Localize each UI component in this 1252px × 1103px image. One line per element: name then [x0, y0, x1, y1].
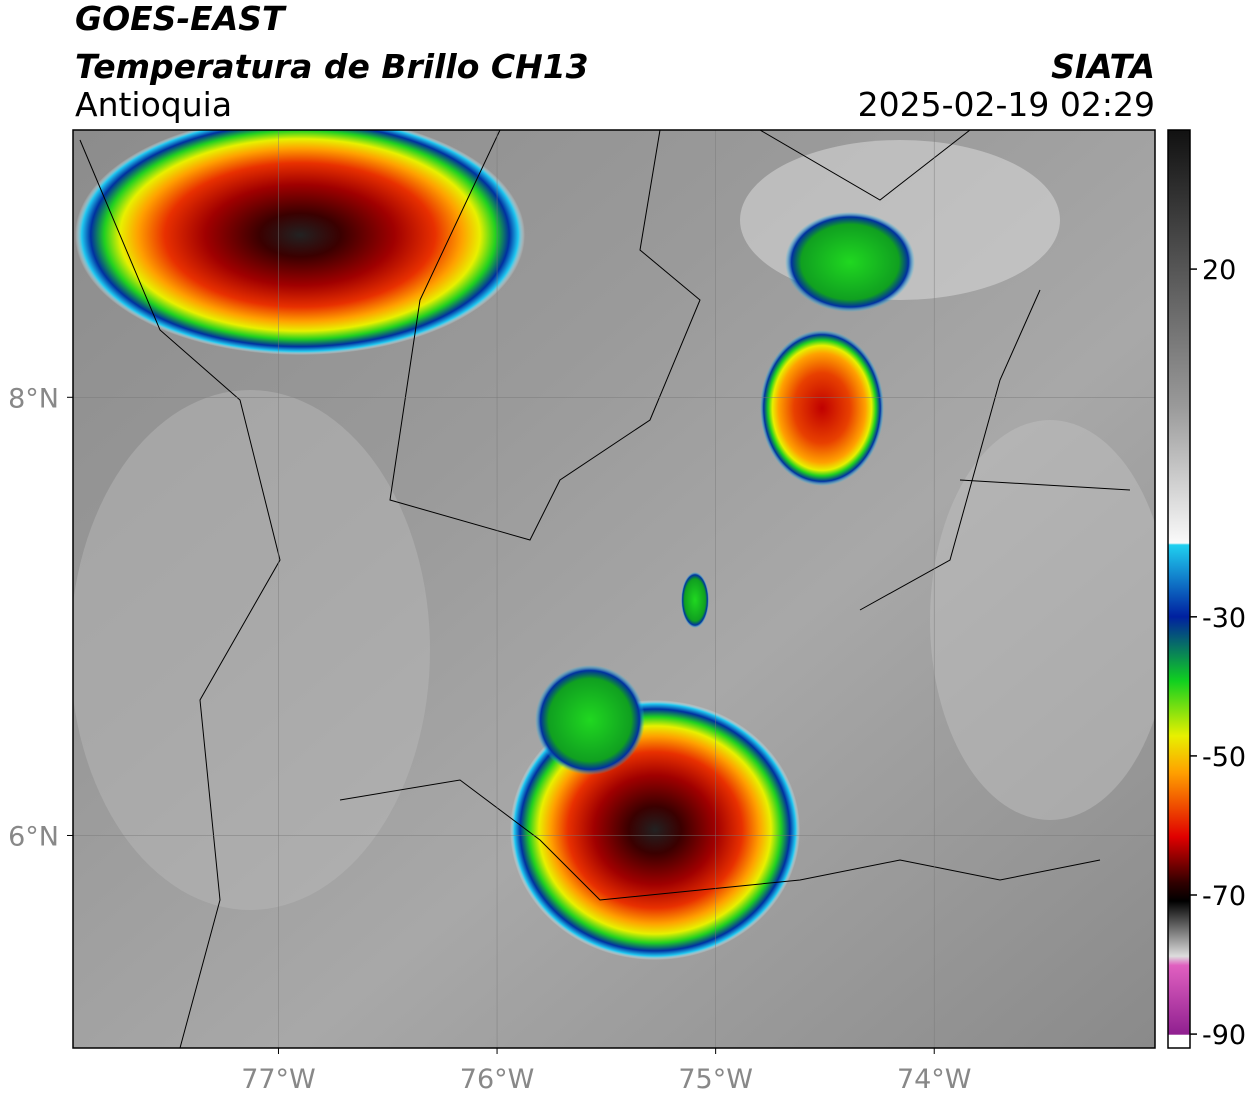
y-tick-label: 8°N	[8, 383, 59, 414]
colorbar-tick-label: -90	[1202, 1020, 1246, 1051]
satellite-image	[73, 130, 1155, 1048]
colorbar-tick-label: -30	[1202, 603, 1246, 634]
title: GOES-EAST	[75, 0, 287, 38]
timestamp: 2025-02-19 02:29	[858, 85, 1155, 124]
source: SIATA	[1051, 47, 1155, 86]
colorbar	[1167, 129, 1191, 1049]
region: Antioquia	[75, 85, 232, 124]
subtitle: Temperatura de Brillo CH13	[75, 47, 589, 86]
grid	[73, 130, 1155, 1048]
colorbar-tick-label: 20	[1202, 255, 1236, 286]
x-tick-label: 77°W	[241, 1064, 316, 1095]
colorbar-tick-label: -50	[1202, 742, 1246, 773]
x-tick-label: 74°W	[897, 1064, 972, 1095]
x-tick-label: 76°W	[460, 1064, 535, 1095]
y-tick-label: 6°N	[8, 821, 59, 852]
map-frame	[72, 129, 1156, 1049]
x-tick-label: 75°W	[678, 1064, 753, 1095]
colorbar-tick-label: -70	[1202, 881, 1246, 912]
